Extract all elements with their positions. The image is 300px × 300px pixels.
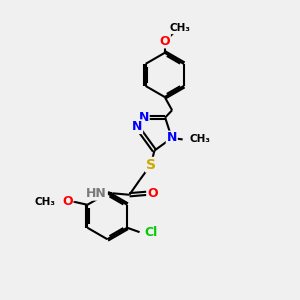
Text: N: N (132, 120, 142, 133)
Text: CH₃: CH₃ (34, 197, 55, 207)
Text: N: N (139, 111, 149, 124)
Text: O: O (159, 34, 170, 48)
Text: Cl: Cl (145, 226, 158, 239)
Text: O: O (62, 195, 73, 208)
Text: N: N (167, 131, 177, 145)
Text: S: S (146, 158, 156, 172)
Text: HN: HN (86, 187, 107, 200)
Text: CH₃: CH₃ (169, 23, 190, 33)
Text: CH₃: CH₃ (189, 134, 210, 144)
Text: O: O (147, 187, 158, 200)
